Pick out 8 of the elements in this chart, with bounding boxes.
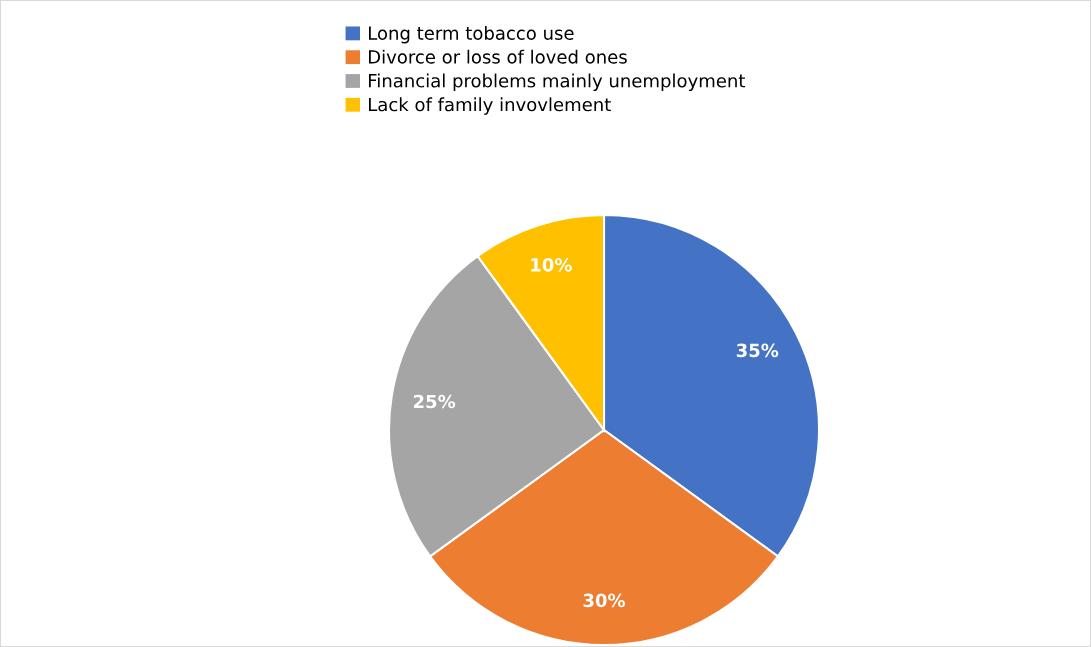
- data-label: 10%: [531, 258, 572, 272]
- legend-label: Financial problems mainly unemployment: [369, 73, 746, 92]
- legend-label: Long term tobacco use: [369, 25, 574, 44]
- legend-label: Lack of family invovlement: [369, 97, 611, 115]
- data-label: 35%: [736, 343, 779, 358]
- data-label: 25%: [413, 394, 456, 409]
- legend-label: Divorce or loss of loved ones: [369, 49, 627, 64]
- data-label: 30%: [583, 593, 626, 608]
